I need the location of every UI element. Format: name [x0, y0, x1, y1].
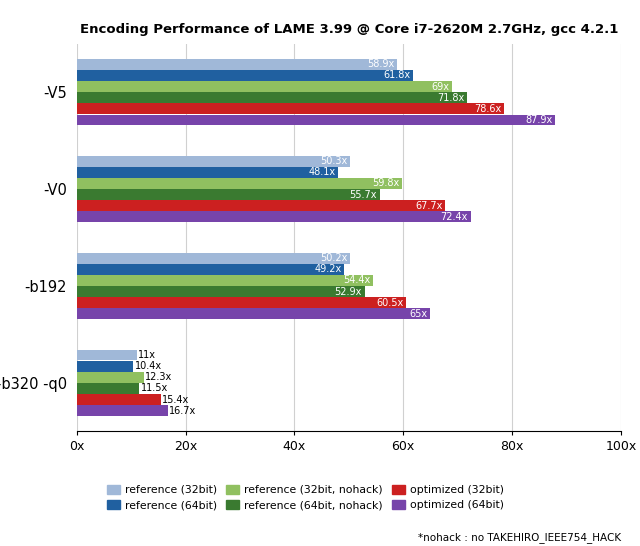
Text: 10.4x: 10.4x: [135, 361, 162, 371]
Bar: [77, 92, 467, 103]
Text: 59.8x: 59.8x: [372, 179, 399, 188]
Text: 15.4x: 15.4x: [162, 395, 189, 405]
Text: 11x: 11x: [138, 350, 156, 360]
Bar: [77, 81, 452, 92]
Text: 11.5x: 11.5x: [141, 383, 168, 394]
Bar: [77, 211, 470, 222]
Text: 52.9x: 52.9x: [335, 287, 362, 296]
Text: 60.5x: 60.5x: [376, 298, 403, 308]
Text: 58.9x: 58.9x: [367, 60, 394, 69]
Text: 49.2x: 49.2x: [314, 264, 342, 274]
Bar: [77, 167, 339, 178]
Bar: [77, 156, 351, 167]
Text: 87.9x: 87.9x: [525, 115, 552, 125]
Text: 78.6x: 78.6x: [474, 104, 502, 114]
Bar: [77, 286, 365, 297]
Text: 55.7x: 55.7x: [349, 189, 377, 200]
Bar: [77, 59, 397, 70]
Legend: reference (32bit), reference (64bit), reference (32bit, nohack), reference (64bi: reference (32bit), reference (64bit), re…: [104, 482, 507, 514]
Text: 67.7x: 67.7x: [415, 201, 442, 211]
Text: 16.7x: 16.7x: [169, 406, 196, 416]
Bar: [77, 405, 168, 416]
Text: 12.3x: 12.3x: [145, 372, 173, 382]
Text: 65x: 65x: [410, 309, 428, 319]
Bar: [77, 383, 140, 394]
Bar: [77, 275, 372, 286]
Bar: [77, 200, 445, 211]
Bar: [77, 189, 380, 200]
Bar: [77, 264, 344, 275]
Bar: [77, 308, 431, 319]
Bar: [77, 253, 350, 264]
Text: 69x: 69x: [431, 81, 449, 92]
Text: 50.2x: 50.2x: [320, 253, 347, 263]
Text: *nohack : no TAKEHIRO_IEEE754_HACK: *nohack : no TAKEHIRO_IEEE754_HACK: [418, 532, 621, 543]
Bar: [77, 115, 555, 126]
Text: 48.1x: 48.1x: [308, 167, 336, 177]
Bar: [77, 372, 144, 383]
Text: 61.8x: 61.8x: [383, 70, 410, 80]
Bar: [77, 349, 137, 360]
Text: 71.8x: 71.8x: [437, 93, 465, 103]
Title: Encoding Performance of LAME 3.99 @ Core i7-2620M 2.7GHz, gcc 4.2.1: Encoding Performance of LAME 3.99 @ Core…: [79, 22, 618, 35]
Bar: [77, 394, 161, 405]
Bar: [77, 297, 406, 308]
Bar: [77, 70, 413, 81]
Text: 72.4x: 72.4x: [440, 212, 468, 222]
Bar: [77, 361, 133, 372]
Bar: [77, 178, 402, 189]
Text: 54.4x: 54.4x: [343, 275, 370, 286]
Text: 50.3x: 50.3x: [321, 156, 348, 166]
Bar: [77, 103, 504, 114]
